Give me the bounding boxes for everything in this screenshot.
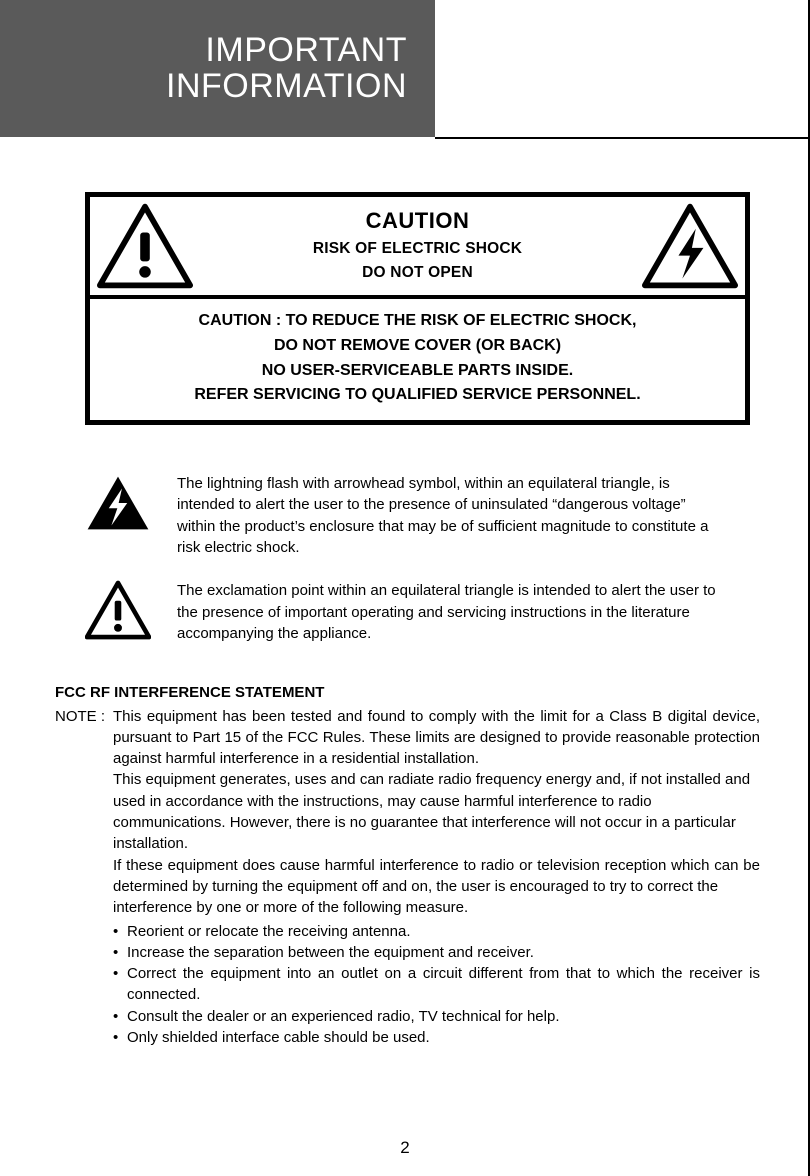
fcc-p3a: If these equipment does cause harmful in… [113,855,760,898]
fcc-title: FCC RF INTERFERENCE STATEMENT [55,682,760,703]
bullet-dot: • [113,1006,127,1027]
warning-lightning-icon [635,197,745,295]
header-line2: INFORMATION [166,69,407,105]
fcc-note-body: This equipment has been tested and found… [113,706,760,1049]
exclaim-triangle-icon [85,580,151,640]
bullet-text: Consult the dealer or an experienced rad… [127,1006,760,1027]
bullet-dot: • [113,921,127,942]
fcc-p2: This equipment generates, uses and can r… [113,769,760,854]
symbol-row-exclaim: The exclamation point within an equilate… [85,580,750,644]
caution-top-row: CAUTION RISK OF ELECTRIC SHOCK DO NOT OP… [90,197,745,299]
caution-l4: REFER SERVICING TO QUALIFIED SERVICE PER… [100,383,735,408]
page-body: CAUTION RISK OF ELECTRIC SHOCK DO NOT OP… [0,137,810,1048]
symbol-explanations: The lightning flash with arrowhead symbo… [55,473,770,644]
fcc-bullet: •Correct the equipment into an outlet on… [113,963,760,1006]
caution-l2: DO NOT REMOVE COVER (OR BACK) [100,334,735,359]
bullet-dot: • [113,942,127,963]
caution-title: CAUTION [206,208,629,234]
caution-l1: CAUTION : TO REDUCE THE RISK OF ELECTRIC… [100,309,735,334]
fcc-note-label: NOTE : [55,706,113,1049]
header-line1: IMPORTANT [205,33,407,69]
bullet-text: Reorient or relocate the receiving anten… [127,921,760,942]
caution-risk: RISK OF ELECTRIC SHOCK [206,240,629,258]
symbol-row-lightning: The lightning flash with arrowhead symbo… [85,473,750,558]
fcc-p3b: interference by one or more of the follo… [113,897,760,918]
fcc-note-row: NOTE : This equipment has been tested an… [55,706,760,1049]
bullet-dot: • [113,1027,127,1048]
bullet-text: Correct the equipment into an outlet on … [127,963,760,1006]
caution-center: CAUTION RISK OF ELECTRIC SHOCK DO NOT OP… [200,197,635,295]
caution-l3: NO USER-SERVICEABLE PARTS INSIDE. [100,359,735,384]
fcc-bullet: •Increase the separation between the equ… [113,942,760,963]
exclaim-explain-text: The exclamation point within an equilate… [177,580,750,644]
page-number: 2 [0,1138,810,1158]
header-block: IMPORTANT INFORMATION [0,0,435,137]
fcc-p1: This equipment has been tested and found… [113,706,760,770]
fcc-bullet: •Only shielded interface cable should be… [113,1027,760,1048]
fcc-section: FCC RF INTERFERENCE STATEMENT NOTE : Thi… [55,682,770,1048]
caution-bottom: CAUTION : TO REDUCE THE RISK OF ELECTRIC… [90,299,745,420]
bullet-dot: • [113,963,127,1006]
lightning-explain-text: The lightning flash with arrowhead symbo… [177,473,750,558]
bullet-text: Only shielded interface cable should be … [127,1027,760,1048]
lightning-triangle-icon [85,473,151,533]
caution-donot: DO NOT OPEN [206,264,629,282]
caution-box: CAUTION RISK OF ELECTRIC SHOCK DO NOT OP… [85,192,750,425]
fcc-bullets: •Reorient or relocate the receiving ante… [113,921,760,1049]
bullet-text: Increase the separation between the equi… [127,942,760,963]
warning-exclamation-icon [90,197,200,295]
top-divider [435,137,810,139]
fcc-bullet: •Consult the dealer or an experienced ra… [113,1006,760,1027]
fcc-bullet: •Reorient or relocate the receiving ante… [113,921,760,942]
